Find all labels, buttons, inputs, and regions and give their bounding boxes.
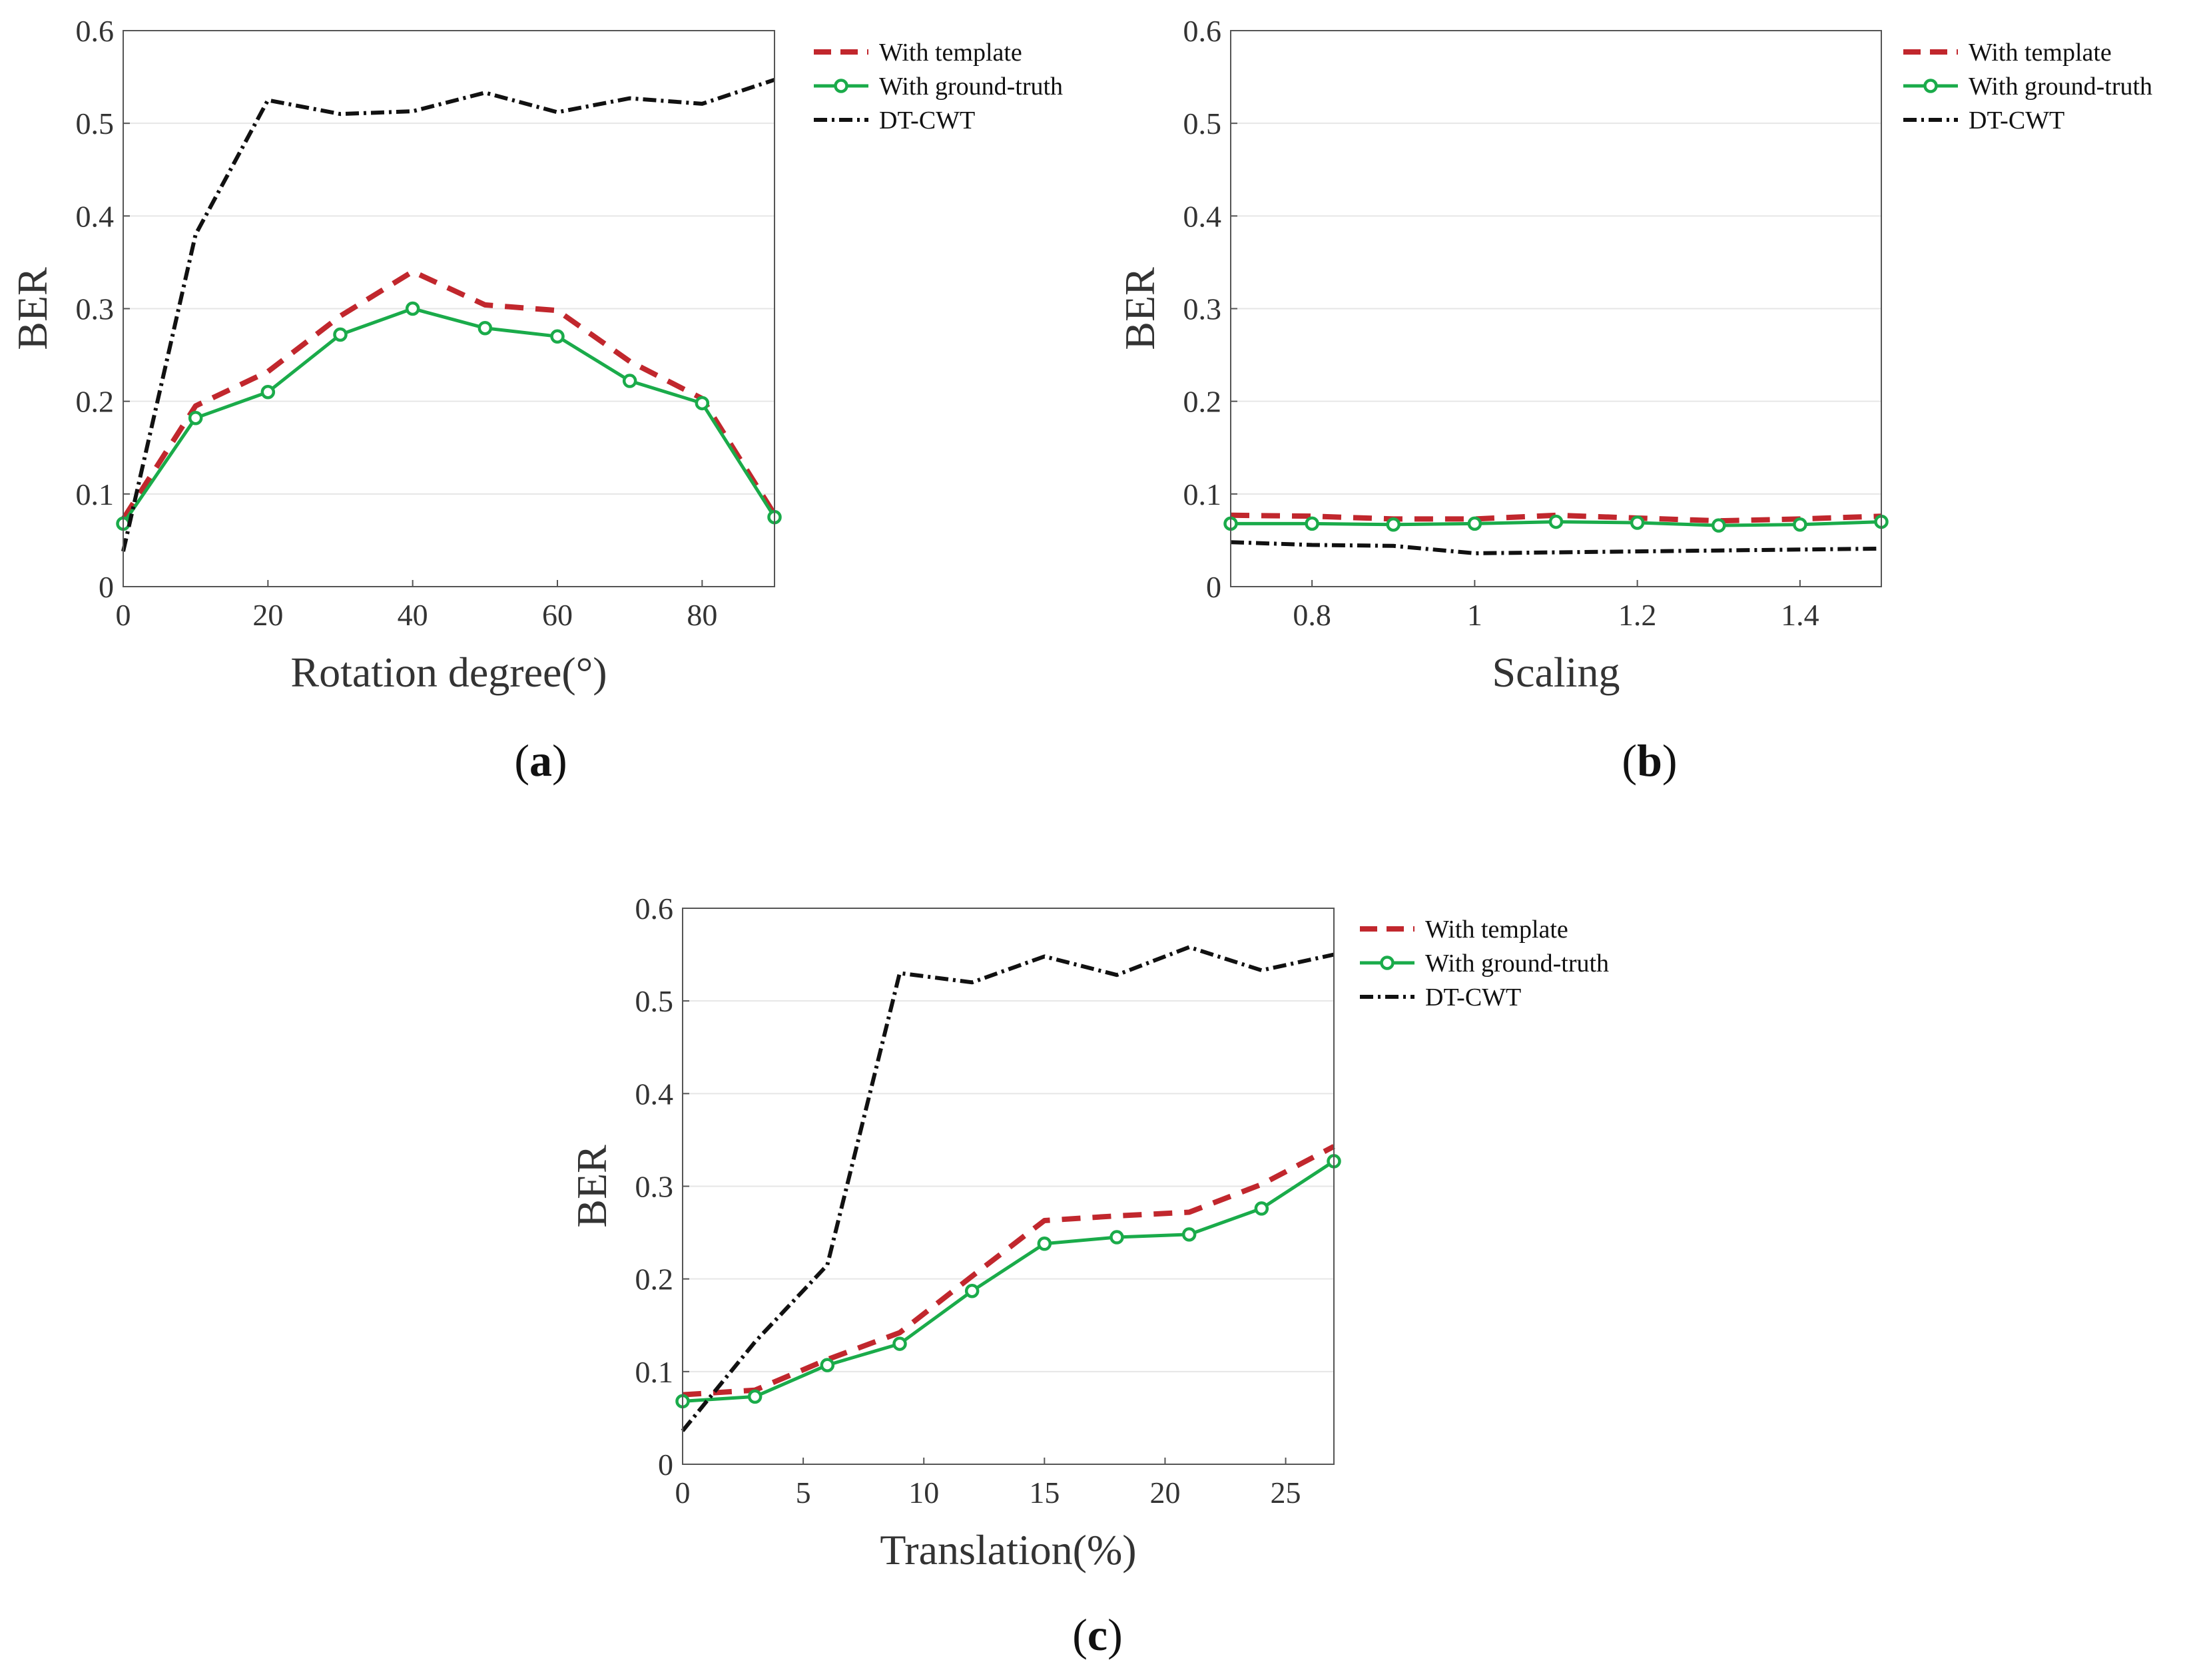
data-point — [1467, 516, 1482, 531]
data-point — [1630, 515, 1645, 530]
data-point — [550, 329, 565, 344]
legend-entry: DT-CWT — [1425, 983, 1521, 1011]
x-tick-label: 1.2 — [1618, 598, 1657, 632]
data-point — [333, 327, 348, 342]
panel-b: 0 0.1 0.2 0.3 0.4 0.5 0.6 0.8 1 1.2 1.4 Scaling BER W… — [1116, 14, 2152, 786]
x-tick-label: 0 — [116, 598, 131, 632]
y-tick-label: 0.6 — [635, 892, 674, 926]
data-point — [260, 385, 276, 400]
x-tick-label: 10 — [908, 1476, 939, 1510]
y-axis-label: BER — [9, 267, 56, 350]
data-point — [1181, 1227, 1197, 1242]
panel-label: (b) — [1622, 735, 1677, 786]
data-point — [964, 1284, 980, 1298]
x-tick-label: 5 — [796, 1476, 811, 1510]
y-tick-label: 0.2 — [76, 385, 115, 419]
x-tick-label: 40 — [398, 598, 428, 632]
legend-entry: With ground-truth — [879, 73, 1063, 101]
x-axis-label: Rotation degree(°) — [290, 649, 607, 696]
series-line-with-template — [121, 268, 777, 521]
data-point — [1548, 514, 1564, 529]
legend-entry: With ground-truth — [1425, 950, 1609, 978]
y-tick-label: 0.5 — [76, 107, 115, 140]
data-point — [1109, 1230, 1124, 1245]
data-point — [1037, 1237, 1052, 1251]
data-point — [747, 1389, 763, 1404]
panel-label: (c) — [1072, 1609, 1123, 1660]
y-tick-label: 0.2 — [1183, 385, 1222, 419]
panel-c: 0 0.1 0.2 0.3 0.4 0.5 0.6 0 5 10 15 20 25 Translation… — [568, 892, 1609, 1660]
y-tick-label: 0.4 — [1183, 199, 1222, 233]
panel-a: 0 0.1 0.2 0.3 0.4 0.5 0.6 0 20 40 60 80 Rotation deg… — [9, 14, 1063, 786]
x-axis-label: Translation(%) — [880, 1526, 1136, 1573]
data-point — [1712, 518, 1726, 533]
x-tick-label: 15 — [1029, 1476, 1060, 1510]
legend-marker — [834, 79, 848, 93]
y-tick-label: 0.4 — [76, 199, 115, 233]
y-tick-label: 0 — [99, 570, 114, 604]
x-tick-label: 80 — [687, 598, 717, 632]
series-line-with-template — [1230, 512, 1882, 524]
y-tick-label: 0.5 — [635, 984, 674, 1018]
x-axis-label: Scaling — [1492, 649, 1620, 696]
y-tick-label: 0.5 — [1183, 107, 1222, 140]
y-axis-label: BER — [568, 1145, 615, 1228]
legend-entry: With ground-truth — [1969, 73, 2152, 101]
series-line-dt-cwt — [121, 77, 775, 552]
x-tick-label: 25 — [1271, 1476, 1301, 1510]
y-tick-label: 0.4 — [635, 1077, 674, 1111]
series-line-with-ground-truth — [121, 307, 777, 525]
y-tick-label: 0 — [658, 1448, 673, 1482]
y-tick-label: 0.6 — [1183, 14, 1222, 48]
x-tick-label: 0 — [675, 1476, 691, 1510]
legend-entry: DT-CWT — [1969, 107, 2064, 135]
data-point — [1793, 517, 1807, 532]
legend-entry: DT-CWT — [879, 107, 975, 135]
data-point — [188, 410, 203, 425]
legend-entry: With template — [879, 39, 1022, 67]
panel-label: (a) — [514, 735, 567, 786]
y-tick-label: 0.1 — [1183, 477, 1222, 511]
x-tick-label: 1.4 — [1781, 598, 1819, 632]
x-tick-label: 0.8 — [1293, 598, 1331, 632]
y-tick-label: 0.1 — [635, 1355, 674, 1389]
data-point — [695, 396, 710, 411]
y-tick-label: 0.1 — [76, 477, 115, 511]
y-tick-label: 0.3 — [1183, 292, 1222, 326]
y-tick-label: 0.2 — [635, 1262, 674, 1296]
y-tick-label: 0.6 — [76, 14, 115, 48]
data-point — [820, 1358, 835, 1372]
data-point — [1386, 517, 1401, 532]
x-tick-label: 20 — [1149, 1476, 1180, 1510]
series-line-with-template — [682, 1144, 1335, 1398]
x-tick-label: 1 — [1467, 598, 1482, 632]
data-point — [1254, 1201, 1269, 1216]
x-tick-label: 20 — [252, 598, 283, 632]
legend-entry: With template — [1969, 39, 2112, 67]
data-point — [477, 320, 493, 336]
legend-marker — [1923, 79, 1938, 93]
series-line-dt-cwt — [1230, 540, 1882, 555]
legend-marker — [1380, 956, 1395, 970]
x-tick-label: 60 — [542, 598, 573, 632]
series-line-with-ground-truth — [682, 1159, 1335, 1403]
data-point — [1305, 516, 1319, 531]
data-point — [622, 374, 637, 388]
legend-entry: With template — [1425, 916, 1568, 944]
data-point — [892, 1336, 907, 1351]
y-axis-label: BER — [1116, 267, 1163, 350]
series-line-dt-cwt — [681, 945, 1335, 1432]
y-tick-label: 0.3 — [635, 1170, 674, 1204]
y-tick-label: 0 — [1206, 570, 1221, 604]
y-tick-label: 0.3 — [76, 292, 115, 326]
data-point — [405, 301, 420, 316]
